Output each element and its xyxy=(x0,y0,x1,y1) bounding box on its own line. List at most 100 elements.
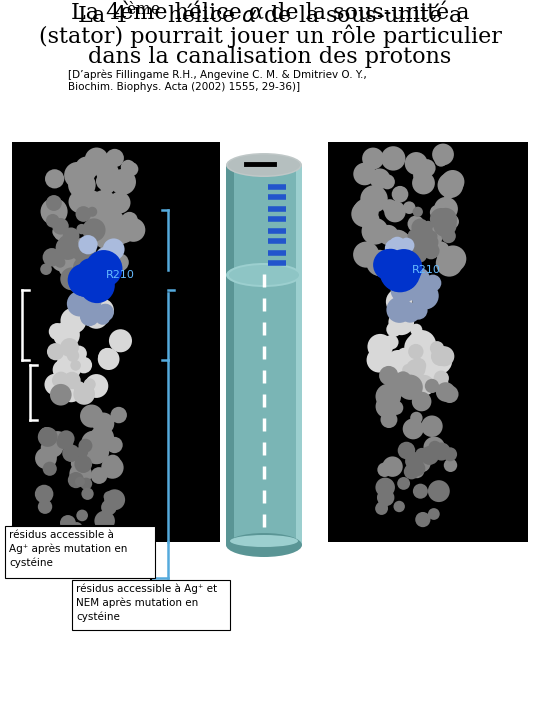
Circle shape xyxy=(50,384,72,405)
Circle shape xyxy=(73,246,87,261)
Circle shape xyxy=(413,353,434,374)
Circle shape xyxy=(87,295,102,310)
Text: La 4$^{\mathregular{\`eme}}$ hélice $\alpha$ de la sous-unité a: La 4$^{\mathregular{\`eme}}$ hélice $\al… xyxy=(77,2,463,28)
Circle shape xyxy=(122,219,144,240)
Circle shape xyxy=(78,438,92,453)
Circle shape xyxy=(71,346,87,361)
Circle shape xyxy=(77,208,90,221)
Circle shape xyxy=(80,477,92,490)
Circle shape xyxy=(443,447,457,462)
Circle shape xyxy=(84,439,109,464)
Circle shape xyxy=(360,185,388,212)
Circle shape xyxy=(82,218,105,242)
Circle shape xyxy=(121,160,136,174)
Circle shape xyxy=(386,322,401,337)
Circle shape xyxy=(385,230,410,255)
Circle shape xyxy=(105,454,121,470)
Bar xyxy=(296,165,302,545)
Circle shape xyxy=(384,335,399,349)
Circle shape xyxy=(394,264,415,286)
Circle shape xyxy=(392,186,408,202)
Circle shape xyxy=(56,236,79,260)
Circle shape xyxy=(411,268,429,287)
Circle shape xyxy=(413,333,434,354)
Circle shape xyxy=(406,359,426,379)
Circle shape xyxy=(43,462,57,476)
Circle shape xyxy=(424,274,441,292)
Circle shape xyxy=(376,249,405,277)
Circle shape xyxy=(415,223,433,242)
Circle shape xyxy=(430,341,444,355)
Circle shape xyxy=(43,248,61,266)
Circle shape xyxy=(375,477,395,497)
Circle shape xyxy=(40,198,68,225)
Circle shape xyxy=(95,310,110,325)
Circle shape xyxy=(71,522,83,534)
Ellipse shape xyxy=(226,153,302,177)
Circle shape xyxy=(66,363,80,377)
Circle shape xyxy=(90,426,114,450)
Circle shape xyxy=(407,330,436,359)
Bar xyxy=(226,165,234,545)
Circle shape xyxy=(91,299,114,322)
Circle shape xyxy=(409,301,428,320)
Circle shape xyxy=(104,490,125,510)
Circle shape xyxy=(114,224,133,243)
Circle shape xyxy=(100,246,112,259)
Circle shape xyxy=(108,220,127,240)
Circle shape xyxy=(109,192,131,214)
Circle shape xyxy=(412,236,431,256)
Circle shape xyxy=(362,148,384,169)
Circle shape xyxy=(45,169,64,189)
Bar xyxy=(226,165,302,545)
Circle shape xyxy=(404,235,420,251)
Circle shape xyxy=(58,258,78,277)
Circle shape xyxy=(105,492,119,505)
Circle shape xyxy=(430,205,445,220)
Circle shape xyxy=(84,304,109,329)
Circle shape xyxy=(60,338,79,357)
Circle shape xyxy=(395,269,417,290)
Circle shape xyxy=(416,225,442,251)
Circle shape xyxy=(413,166,431,184)
Circle shape xyxy=(91,467,107,484)
Circle shape xyxy=(409,463,423,477)
Circle shape xyxy=(60,346,79,364)
Circle shape xyxy=(412,171,435,194)
Circle shape xyxy=(96,161,116,181)
Circle shape xyxy=(59,379,83,402)
Circle shape xyxy=(50,375,67,392)
Circle shape xyxy=(423,221,433,231)
Circle shape xyxy=(423,436,445,458)
Circle shape xyxy=(68,472,84,488)
Circle shape xyxy=(68,269,93,294)
Circle shape xyxy=(402,364,414,376)
Circle shape xyxy=(381,146,406,171)
Circle shape xyxy=(377,462,392,477)
Circle shape xyxy=(353,242,379,268)
Circle shape xyxy=(73,382,85,393)
Circle shape xyxy=(58,235,74,251)
Text: dans la canalisation des protons: dans la canalisation des protons xyxy=(89,46,451,68)
Circle shape xyxy=(389,400,403,415)
Circle shape xyxy=(398,442,415,459)
Circle shape xyxy=(40,264,52,275)
Circle shape xyxy=(386,350,410,375)
Circle shape xyxy=(35,485,53,503)
Circle shape xyxy=(124,162,138,176)
Circle shape xyxy=(395,279,418,302)
Circle shape xyxy=(421,415,443,437)
Circle shape xyxy=(71,456,85,471)
Circle shape xyxy=(410,324,422,336)
Circle shape xyxy=(77,455,92,470)
Circle shape xyxy=(418,365,440,387)
Circle shape xyxy=(420,363,441,383)
Circle shape xyxy=(93,224,109,240)
Circle shape xyxy=(421,233,438,251)
Circle shape xyxy=(77,190,104,217)
Bar xyxy=(328,142,528,542)
Circle shape xyxy=(397,477,410,490)
Circle shape xyxy=(86,212,113,239)
Circle shape xyxy=(411,246,427,263)
Circle shape xyxy=(407,456,420,470)
